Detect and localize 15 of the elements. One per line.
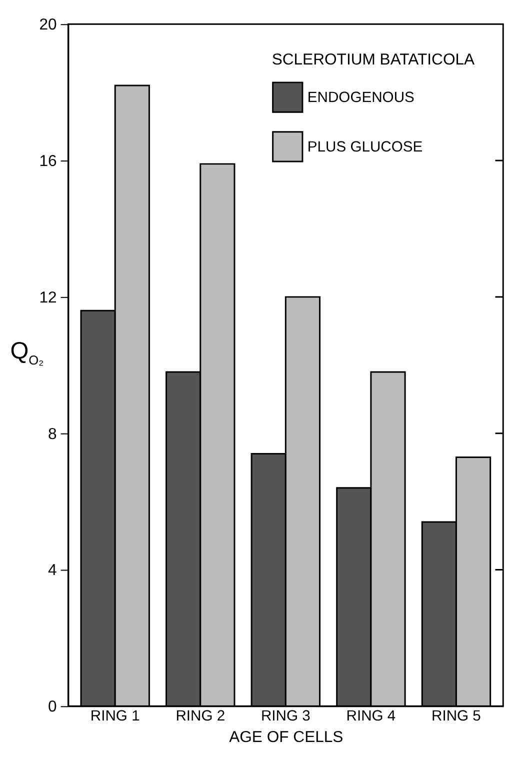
x-tick-label: RING 2 bbox=[176, 708, 226, 724]
y-tick-label: 0 bbox=[48, 698, 58, 716]
x-tick-label: RING 1 bbox=[90, 708, 140, 724]
y-tick-label: 16 bbox=[39, 152, 58, 170]
y-tick-label: 8 bbox=[48, 426, 58, 443]
x-tick-label: RING 3 bbox=[260, 708, 310, 724]
x-tick-label: RING 4 bbox=[346, 708, 396, 724]
y-tick-label: 20 bbox=[39, 16, 58, 34]
y-tick-label: 12 bbox=[39, 289, 57, 306]
legend-label: ENDOGENOUS bbox=[307, 90, 415, 106]
x-tick-label: RING 5 bbox=[432, 708, 481, 724]
x-axis-title: AGE OF CELLS bbox=[229, 729, 344, 746]
y-tick-label: 4 bbox=[48, 562, 58, 580]
legend-title: SCLEROTIUM BATATICOLA bbox=[272, 52, 476, 69]
legend-label: PLUS GLUCOSE bbox=[307, 140, 423, 156]
